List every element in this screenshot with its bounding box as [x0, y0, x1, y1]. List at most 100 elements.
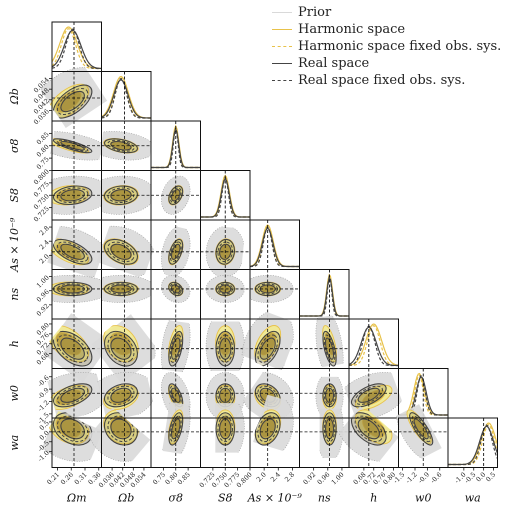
x-axis-label-wa: wa	[465, 492, 481, 505]
real-fixed-contour-Om-s8	[56, 139, 89, 152]
real-contour-68-Ob-w0	[110, 387, 132, 403]
marginal-harmonic-h	[349, 323, 399, 366]
legend-label-harmonic-fixed: Harmonic space fixed obs. sys.	[298, 39, 502, 54]
real-fixed-contour-Ob-s8	[107, 139, 135, 152]
panel-s8-S8	[150, 170, 201, 221]
y-axis-label-ns: ns	[8, 288, 21, 301]
x-axis-label-w0: w0	[415, 492, 431, 505]
panel-ns-h	[299, 312, 350, 369]
y-tick-label-ns-2: 1.00	[35, 274, 51, 290]
marginal-real-ns	[299, 276, 349, 317]
real-fixed-contour-Ob-S8	[107, 187, 135, 204]
real-fixed-contour-As-h	[257, 334, 278, 363]
panel-S8-As	[200, 219, 251, 278]
marginal-real-As	[250, 227, 300, 268]
marginal-real-fixed-ns	[299, 275, 349, 317]
legend-label-real-fixed: Real space fixed obs. sys.	[298, 73, 466, 88]
panel-S8-wa	[200, 403, 251, 468]
panel-h-w0	[340, 368, 405, 421]
panel-w0-w0	[398, 368, 449, 419]
x-tick-label-ns-2: 1.00	[330, 471, 346, 487]
legend-swatch-real-fixed	[272, 80, 292, 81]
real-contour-68-Om-w0	[60, 387, 85, 403]
panel-Ob-S8	[100, 170, 153, 221]
legend: Prior Harmonic space Harmonic space fixe…	[272, 4, 501, 89]
real-fixed-contour-Ob-As	[107, 241, 135, 263]
x-tick-label-Om-0: 0.21	[45, 471, 61, 487]
marginal-real-fixed-h	[349, 325, 399, 367]
x-tick-label-s8-2: 0.85	[176, 471, 192, 487]
real-fixed-contour-ns-h	[323, 334, 336, 363]
y-tick-label-w0-3: -0.6	[36, 374, 51, 389]
real-contour-68-s8-ns	[170, 284, 181, 294]
panel-As-ns	[249, 269, 300, 320]
y-tick-label-ns-0: 0.92	[35, 302, 51, 318]
panel-wa-wa	[447, 417, 498, 468]
legend-swatch-harmonic-fixed	[272, 46, 292, 47]
x-tick-label-ns-1: 0.96	[316, 471, 332, 487]
panel-S8-S8	[200, 170, 251, 221]
legend-label-prior: Prior	[298, 5, 332, 20]
panel-ns-ns	[299, 269, 350, 320]
y-tick-label-w0-1: -1.2	[36, 399, 51, 414]
panel-Ob-s8	[98, 120, 154, 171]
y-tick-label-As-0: 2.0	[38, 252, 51, 265]
y-axis-label-wa: wa	[8, 435, 21, 451]
real-fixed-contour-As-wa	[257, 415, 278, 443]
y-axis-label-s8: σ8	[8, 138, 21, 153]
legend-entry-prior: Prior	[272, 4, 501, 21]
panel-s8-h	[150, 317, 201, 374]
legend-entry-harmonic: Harmonic space	[272, 21, 501, 38]
marginal-real-fixed-Om	[52, 28, 102, 70]
real-contour-68-s8-S8	[170, 189, 181, 202]
real-contour-68-Om-wa	[60, 418, 85, 440]
real-contour-68-Ob-h	[110, 337, 132, 360]
panel-frame-Ob-Ob	[101, 71, 152, 122]
real-fixed-contour-s8-h	[169, 334, 182, 363]
real-fixed-contour-s8-S8	[169, 187, 182, 204]
panel-Ob-ns	[101, 269, 152, 320]
legend-entry-real-fixed: Real space fixed obs. sys.	[272, 72, 501, 89]
legend-entry-harmonic-fixed: Harmonic space fixed obs. sys.	[272, 38, 501, 55]
y-axis-label-S8: S8	[8, 188, 21, 203]
marginal-real-fixed-wa	[448, 424, 498, 466]
real-contour-68-Om-Ob	[60, 90, 85, 113]
legend-label-real: Real space	[298, 56, 370, 71]
real-fixed-contour-ns-wa	[323, 415, 336, 443]
legend-swatch-harmonic	[272, 29, 292, 30]
x-tick-label-w0-2: -0.9	[417, 471, 432, 486]
y-tick-label-As-2: 2.8	[38, 224, 51, 237]
real-contour-95-Om-w0	[52, 383, 93, 408]
real-contour-68-s8-h	[170, 337, 181, 360]
panel-S8-h	[200, 318, 251, 371]
x-tick-label-Om-2: 0.31	[73, 471, 89, 487]
marginal-real-fixed-Ob	[101, 77, 151, 119]
panel-Om-Om	[51, 21, 102, 72]
x-tick-label-w0-3: -0.6	[429, 471, 444, 486]
y-axis-label-As: As × 10⁻⁹	[8, 217, 21, 273]
y-axis-label-h: h	[8, 340, 21, 347]
real-contour-68-Ob-S8	[110, 189, 132, 202]
panel-As-As	[249, 219, 300, 270]
x-axis-label-Om: Ωm	[66, 492, 87, 505]
real-fixed-contour-w0-wa	[411, 415, 431, 443]
real-fixed-contour-s8-wa	[169, 415, 182, 443]
real-fixed-contour-Om-As	[56, 241, 89, 263]
y-tick-label-ns-1: 0.96	[35, 288, 51, 304]
panel-ns-w0	[299, 368, 350, 421]
marginal-real-Om	[52, 29, 102, 70]
panel-Om-ns	[51, 269, 102, 320]
x-axis-label-As: As × 10⁻⁹	[247, 492, 303, 505]
real-fixed-contour-Ob-w0	[107, 385, 135, 405]
real-contour-68-Ob-As	[110, 243, 132, 260]
panel-s8-ns	[150, 269, 201, 320]
x-tick-label-As-0: 2.0	[255, 471, 268, 484]
real-fixed-contour-Om-w0	[56, 385, 89, 405]
marginal-harmonic-fixed-h	[349, 324, 399, 367]
real-fixed-contour-h-w0	[354, 385, 383, 405]
x-tick-label-As-2: 2.8	[283, 471, 296, 484]
x-axis-label-s8: σ8	[168, 492, 183, 505]
x-axis-label-h: h	[370, 492, 377, 505]
real-fixed-contour-s8-As	[169, 241, 182, 263]
